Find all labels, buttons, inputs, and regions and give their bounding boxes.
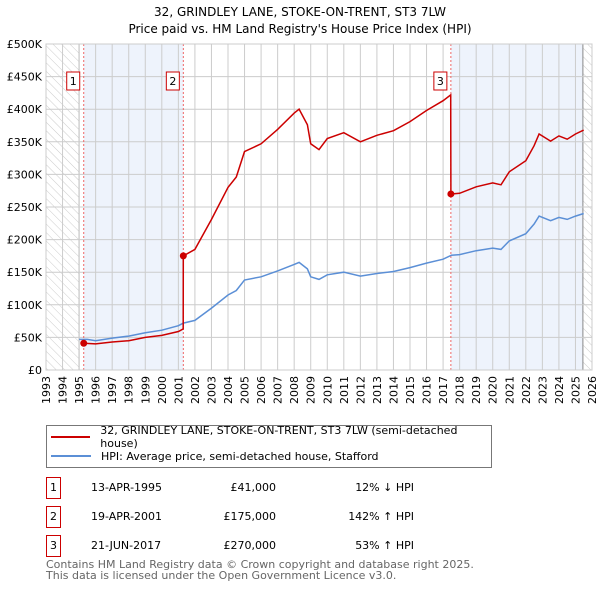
- x-tick-label: 2021: [503, 376, 516, 404]
- legend-swatch-red: [51, 436, 91, 438]
- legend-label: 32, GRINDLEY LANE, STOKE-ON-TRENT, ST3 7…: [100, 424, 458, 450]
- x-tick-label: 2025: [569, 376, 582, 404]
- legend-label: HPI: Average price, semi-detached house,…: [101, 449, 379, 463]
- transaction-hpi: 142% ↑ HPI: [348, 510, 414, 523]
- x-tick-label: 2026: [586, 376, 599, 404]
- sale-point: [80, 339, 88, 347]
- x-tick-label: 2008: [288, 376, 301, 404]
- x-tick-label: 2014: [387, 376, 400, 404]
- y-tick-label: £50K: [14, 331, 43, 344]
- transaction-price: £41,000: [230, 481, 277, 494]
- transaction-price: £175,000: [223, 510, 277, 523]
- transaction-row: 2 19-APR-2001 £175,000 142% ↑ HPI: [46, 506, 446, 528]
- x-tick-label: 1997: [106, 376, 119, 404]
- transaction-marker: 1: [46, 477, 61, 499]
- x-tick-label: 2020: [487, 376, 500, 404]
- property-price-line: [83, 93, 585, 345]
- plot-border: [45, 43, 593, 371]
- x-tick-label: 2007: [272, 376, 285, 404]
- hpi-line: [79, 212, 584, 342]
- sale-point: [447, 190, 455, 198]
- transaction-row: 1 13-APR-1995 £41,000 12% ↓ HPI: [46, 477, 446, 499]
- x-tick-label: 2018: [454, 376, 467, 404]
- x-tick-label: 2019: [470, 376, 483, 404]
- x-tick-label: 2001: [172, 376, 185, 404]
- footer-copyright: Contains HM Land Registry data © Crown c…: [46, 558, 474, 571]
- legend-swatch-blue: [51, 455, 91, 457]
- y-tick-label: £200K: [7, 234, 43, 247]
- legend-item-property: 32, GRINDLEY LANE, STOKE-ON-TRENT, ST3 7…: [51, 424, 491, 450]
- x-tick-label: 1995: [73, 376, 86, 404]
- x-tick-label: 1998: [123, 376, 136, 404]
- x-tick-label: 2022: [520, 376, 533, 404]
- x-tick-label: 2005: [239, 376, 252, 404]
- sale-marker-box: [433, 71, 448, 91]
- sale-point: [179, 252, 187, 260]
- transaction-marker: 2: [46, 506, 61, 528]
- x-tick-label: 2009: [305, 376, 318, 404]
- sale-marker-label: 3: [437, 75, 444, 88]
- transaction-hpi: 12% ↓ HPI: [355, 481, 414, 494]
- y-tick-label: £450K: [7, 71, 43, 84]
- sale-marker-label: 2: [169, 75, 176, 88]
- sale-marker-box: [165, 71, 180, 91]
- transaction-price: £270,000: [223, 539, 277, 552]
- y-tick-label: £300K: [7, 168, 43, 181]
- footer: Contains HM Land Registry data © Crown c…: [46, 559, 474, 581]
- y-tick-label: £250K: [7, 201, 43, 214]
- x-tick-label: 2024: [553, 376, 566, 404]
- y-tick-label: £350K: [7, 136, 43, 149]
- legend-item-hpi: HPI: Average price, semi-detached house,…: [51, 448, 379, 464]
- chart-title: 32, GRINDLEY LANE, STOKE-ON-TRENT, ST3 7…: [154, 5, 446, 19]
- transaction-date: 21-JUN-2017: [91, 539, 162, 552]
- price-chart: 32, GRINDLEY LANE, STOKE-ON-TRENT, ST3 7…: [7, 5, 599, 404]
- x-tick-label: 1993: [40, 376, 53, 404]
- x-tick-label: 2004: [222, 376, 235, 404]
- sale-marker-label: 1: [70, 75, 77, 88]
- transaction-row: 3 21-JUN-2017 £270,000 53% ↑ HPI: [46, 535, 446, 557]
- x-tick-label: 2010: [321, 376, 334, 404]
- x-tick-label: 2012: [354, 376, 367, 404]
- chart-subtitle: Price paid vs. HM Land Registry's House …: [128, 22, 471, 36]
- x-tick-label: 2003: [205, 376, 218, 404]
- transaction-date: 13-APR-1995: [91, 481, 163, 494]
- y-tick-label: £0: [28, 364, 42, 377]
- transaction-date: 19-APR-2001: [91, 510, 163, 523]
- transaction-hpi: 53% ↑ HPI: [355, 539, 414, 552]
- x-tick-label: 2013: [371, 376, 384, 404]
- x-tick-label: 2017: [437, 376, 450, 404]
- y-tick-label: £150K: [7, 266, 43, 279]
- x-tick-label: 2002: [189, 376, 202, 404]
- legend: 32, GRINDLEY LANE, STOKE-ON-TRENT, ST3 7…: [46, 424, 492, 468]
- x-tick-label: 2000: [156, 376, 169, 404]
- sale-marker-box: [66, 71, 81, 91]
- x-tick-label: 2006: [255, 376, 268, 404]
- footer-licence: This data is licensed under the Open Gov…: [46, 569, 397, 582]
- x-tick-label: 1994: [57, 376, 70, 404]
- x-tick-label: 2015: [404, 376, 417, 404]
- transaction-marker: 3: [46, 535, 61, 557]
- y-tick-label: £100K: [7, 299, 43, 312]
- x-tick-label: 2011: [338, 376, 351, 404]
- x-tick-label: 2023: [536, 376, 549, 404]
- y-tick-label: £500K: [7, 38, 43, 51]
- x-tick-label: 1996: [90, 376, 103, 404]
- x-tick-label: 2016: [421, 376, 434, 404]
- x-tick-label: 1999: [139, 376, 152, 404]
- y-tick-label: £400K: [7, 103, 43, 116]
